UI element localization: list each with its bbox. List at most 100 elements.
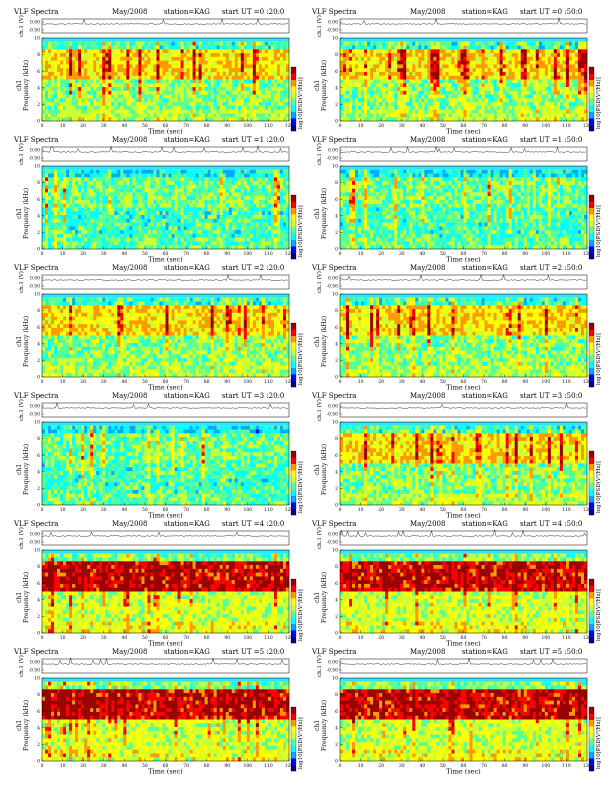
colorbar-swatch [291, 214, 296, 221]
colorbar-frame [588, 322, 595, 388]
freq-tick-label: 6 [335, 69, 338, 75]
time-tick-label: 30 [101, 507, 107, 513]
panel-date: May/2008 [410, 136, 445, 144]
panel-start-label: start UT =0 :50:0 [520, 8, 582, 16]
time-tick-label: 80 [204, 635, 210, 641]
time-tick-label: 20 [378, 123, 384, 129]
colorbar-swatch [291, 476, 296, 484]
waveform-frame [339, 146, 588, 162]
freq-tick-label: 10 [34, 548, 40, 554]
colorbar-swatch [291, 323, 296, 330]
time-tick-label: 20 [80, 507, 86, 513]
wave-tick-label: 0.00 [30, 148, 40, 154]
time-tick-label: 100 [542, 123, 551, 129]
spectrogram-cells [340, 38, 588, 122]
time-tick-label: 50 [142, 251, 148, 257]
spectrogram-cells [42, 38, 290, 122]
wave-axis-label: ch.1 (V) [316, 143, 323, 165]
waveform-frame [339, 530, 588, 546]
waveform-trace [339, 529, 587, 537]
wave-axis-label: ch.1 (V) [316, 527, 323, 549]
freq-tick-label: 0 [37, 375, 40, 381]
time-tick-label: 40 [419, 635, 425, 641]
spectrogram-panel: VLF Spectra May/2008 station=KAG start UT =… [310, 647, 602, 776]
waveform-trace [339, 657, 587, 665]
freq-tick-label: 8 [335, 692, 338, 698]
time-tick-label: 100 [244, 123, 253, 129]
time-tick-label: 80 [502, 763, 508, 769]
time-tick-label: 30 [101, 123, 107, 129]
freq-tick-label: 8 [37, 692, 40, 698]
freq-tick-label: 6 [37, 69, 40, 75]
time-tick-label: 30 [101, 635, 107, 641]
time-tick-label: 120 [583, 635, 592, 641]
colorbar-swatch [291, 585, 296, 592]
waveform-trace [41, 531, 289, 537]
wave-tick-label: -0.50 [28, 28, 40, 34]
colorbar-swatch [291, 374, 296, 381]
colorbar-swatch [291, 623, 296, 631]
freq-tick-label: 0 [37, 759, 40, 765]
spectrogram-svg: VLF Spectra May/2008 station=KAG start UT =… [13, 264, 304, 392]
time-tick-label: 60 [163, 123, 169, 129]
colorbar-swatch [291, 598, 296, 605]
time-tick-label: 0 [41, 635, 44, 641]
time-tick-label: 110 [562, 635, 571, 641]
panel-start-label: start UT =1 :20:0 [222, 136, 284, 144]
time-tick-label: 80 [502, 507, 508, 513]
waveform-frame [339, 402, 588, 418]
panel-station: station=KAG [462, 392, 508, 400]
time-tick-label: 20 [80, 123, 86, 129]
freq-axis-prefix: ch1 [314, 592, 321, 603]
waveform-trace [41, 273, 289, 281]
freq-tick-label: 8 [335, 308, 338, 314]
time-tick-label: 10 [358, 763, 364, 769]
time-tick-label: 90 [224, 123, 230, 129]
colorbar-swatch [291, 79, 296, 87]
wave-tick-label: 0.00 [30, 276, 40, 282]
colorbar-label: log10[PSD(V²/Hz)] [297, 589, 304, 641]
colorbar-label: log10[PSD(V²/Hz)] [595, 589, 602, 641]
freq-tick-label: 10 [34, 676, 40, 682]
freq-axis-label: Frequency (kHz) [321, 572, 328, 623]
time-tick-label: 50 [440, 251, 446, 257]
time-tick-label: 10 [358, 379, 364, 385]
time-tick-label: 50 [440, 507, 446, 513]
freq-tick-label: 2 [335, 102, 338, 108]
time-tick-label: 40 [121, 507, 127, 513]
freq-tick-label: 8 [37, 180, 40, 186]
time-tick-label: 10 [358, 507, 364, 513]
time-tick-label: 100 [244, 763, 253, 769]
wave-tick-label: -0.50 [28, 412, 40, 418]
colorbar-swatch [589, 751, 594, 759]
time-tick-label: 60 [461, 635, 467, 641]
colorbar-swatch [589, 476, 594, 484]
spectrogram-cells [340, 166, 588, 250]
time-tick-label: 0 [41, 379, 44, 385]
freq-axis-label: Frequency (kHz) [23, 444, 30, 495]
freq-axis-label: Frequency (kHz) [321, 188, 328, 239]
spectrogram-panel: VLF Spectra May/2008 station=KAG start UT =… [12, 135, 304, 264]
freq-tick-label: 2 [37, 230, 40, 236]
time-tick-label: 30 [399, 763, 405, 769]
panel-date: May/2008 [410, 264, 445, 272]
colorbar-label: log10[PSD(V²/Hz)] [297, 461, 304, 513]
time-tick-label: 110 [264, 763, 273, 769]
spectrogram-panel: VLF Spectra May/2008 station=KAG start UT =… [12, 263, 304, 392]
time-tick-label: 50 [142, 763, 148, 769]
time-tick-label: 80 [204, 507, 210, 513]
colorbar-swatch [291, 719, 296, 727]
colorbar-swatch [589, 92, 594, 100]
wave-axis-label: ch.1 (V) [18, 15, 25, 37]
freq-axis-prefix: ch1 [314, 720, 321, 731]
colorbar-swatch [291, 99, 296, 106]
colorbar-swatch [291, 201, 296, 208]
freq-tick-label: 10 [332, 292, 338, 298]
freq-axis-prefix: ch1 [314, 464, 321, 475]
spectrogram-cells [42, 422, 290, 506]
wave-tick-label: 0.00 [30, 404, 40, 410]
panel-station: station=KAG [164, 392, 210, 400]
colorbar-swatch [589, 246, 594, 253]
time-tick-label: 70 [183, 763, 189, 769]
time-tick-label: 120 [285, 507, 294, 513]
